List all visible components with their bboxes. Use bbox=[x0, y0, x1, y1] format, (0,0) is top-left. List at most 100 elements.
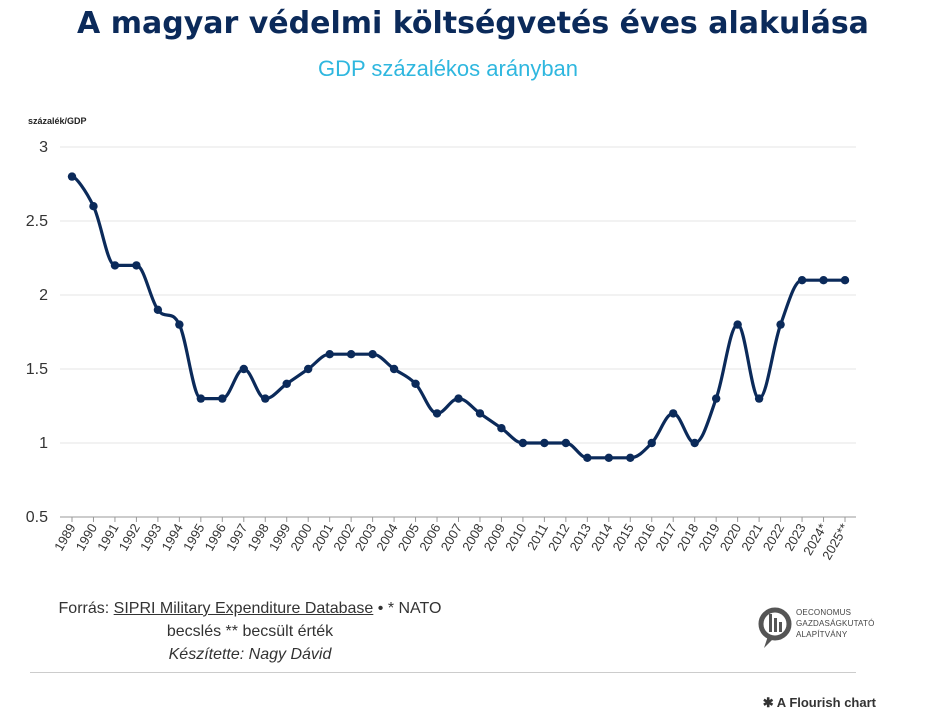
y-tick-label: 2 bbox=[39, 287, 48, 304]
data-point[interactable] bbox=[540, 438, 549, 448]
x-tick-label: 2013 bbox=[566, 521, 593, 554]
data-point[interactable] bbox=[776, 320, 785, 329]
data-point[interactable] bbox=[626, 453, 635, 462]
data-points bbox=[67, 172, 850, 462]
data-point[interactable] bbox=[411, 379, 420, 388]
x-tick-label: 1989 bbox=[51, 521, 78, 554]
y-axis-label: százalék/GDP bbox=[28, 116, 87, 126]
x-tick-label: 2006 bbox=[416, 521, 443, 554]
logo-line-3: ALAPÍTVÁNY bbox=[796, 630, 848, 639]
x-tick-label: 2000 bbox=[287, 521, 314, 554]
footnote-line: becslés ** becsült érték bbox=[166, 623, 334, 640]
data-point[interactable] bbox=[819, 276, 828, 285]
x-tick-label: 1993 bbox=[137, 521, 164, 554]
x-tick-label: 2004 bbox=[373, 521, 400, 554]
data-point[interactable] bbox=[754, 394, 764, 403]
source-link[interactable]: SIPRI Military Expenditure Database bbox=[113, 600, 374, 617]
data-point[interactable] bbox=[132, 261, 141, 270]
data-point[interactable] bbox=[647, 438, 656, 448]
x-tick-label: 1997 bbox=[223, 521, 250, 554]
x-tick-label: 2017 bbox=[652, 521, 679, 554]
logo-line-2: GAZDASÁGKUTATÓ bbox=[796, 619, 875, 628]
x-tick-label: 2008 bbox=[459, 521, 486, 554]
chart-subtitle: GDP százalékos arányban bbox=[317, 56, 579, 81]
data-point[interactable] bbox=[239, 364, 248, 374]
x-tick-label: 2003 bbox=[352, 521, 379, 554]
x-tick-label: 2021 bbox=[738, 521, 765, 554]
author-credit: Készítette: Nagy Dávid bbox=[168, 646, 332, 663]
data-point[interactable] bbox=[196, 394, 206, 403]
oeconomus-logo[interactable]: OECONOMUS GAZDASÁGKUTATÓ ALAPÍTVÁNY bbox=[758, 600, 888, 654]
data-point[interactable] bbox=[583, 453, 592, 462]
data-point[interactable] bbox=[218, 394, 227, 403]
x-tick-labels: 1989199019911992199319941995199619971998… bbox=[51, 517, 852, 562]
data-point[interactable] bbox=[368, 350, 377, 359]
x-tick-label: 1992 bbox=[116, 521, 143, 554]
data-point[interactable] bbox=[261, 394, 270, 403]
data-point[interactable] bbox=[497, 424, 506, 433]
x-tick-label: 2007 bbox=[438, 521, 465, 554]
data-point[interactable] bbox=[110, 261, 120, 270]
x-tick-label: 2001 bbox=[309, 521, 336, 554]
data-point[interactable] bbox=[346, 350, 356, 359]
x-tick-label: 1996 bbox=[201, 521, 228, 554]
y-tick-label: 3 bbox=[39, 139, 48, 156]
footer-divider bbox=[30, 672, 856, 673]
x-tick-label: 2012 bbox=[545, 521, 572, 554]
data-point[interactable] bbox=[89, 202, 98, 211]
x-tick-label: 2002 bbox=[330, 521, 357, 554]
x-tick-label: 2015 bbox=[609, 521, 636, 554]
data-point[interactable] bbox=[454, 394, 463, 403]
data-point[interactable] bbox=[153, 305, 163, 314]
x-tick-label: 2009 bbox=[481, 521, 508, 554]
data-point[interactable] bbox=[669, 409, 678, 418]
x-tick-label: 1998 bbox=[244, 521, 271, 554]
x-tick-label: 1995 bbox=[180, 521, 207, 554]
y-tick-label: 1.5 bbox=[26, 361, 48, 378]
data-point[interactable] bbox=[840, 276, 850, 285]
data-point[interactable] bbox=[604, 453, 614, 462]
x-tick-label: 2005 bbox=[395, 521, 422, 554]
source-prefix: Forrás: bbox=[58, 600, 114, 617]
x-tick-label: 2019 bbox=[695, 521, 722, 554]
x-tick-label: 2010 bbox=[502, 521, 529, 554]
data-point[interactable] bbox=[303, 364, 313, 374]
x-tick-label: 1999 bbox=[266, 521, 293, 554]
y-tick-label: 2.5 bbox=[26, 213, 48, 230]
x-tick-label: 2022 bbox=[760, 521, 787, 554]
data-point[interactable] bbox=[690, 438, 699, 448]
chart-footer: Forrás: SIPRI Military Expenditure Datab… bbox=[30, 597, 470, 666]
x-tick-label: 1994 bbox=[159, 521, 186, 554]
y-tick-labels: 0.5 1 1.5 2 2.5 3 bbox=[26, 139, 48, 526]
x-tick-label: 1990 bbox=[73, 521, 100, 554]
chart-title: A magyar védelmi költségvetés éves alaku… bbox=[77, 6, 869, 41]
x-tick-label: 2018 bbox=[674, 521, 701, 554]
data-point[interactable] bbox=[282, 379, 291, 388]
x-tick-label: 2020 bbox=[717, 521, 744, 554]
flourish-credit[interactable]: ✱ A Flourish chart bbox=[763, 695, 876, 711]
x-tick-label: 2016 bbox=[631, 521, 658, 554]
data-point[interactable] bbox=[797, 276, 807, 285]
data-point[interactable] bbox=[389, 364, 399, 374]
flourish-label: A Flourish chart bbox=[776, 695, 876, 710]
data-point[interactable] bbox=[733, 320, 742, 329]
x-tick-label: 1991 bbox=[94, 521, 121, 554]
data-point[interactable] bbox=[711, 394, 721, 403]
logo-line-1: OECONOMUS bbox=[796, 608, 852, 617]
series-line bbox=[70, 175, 847, 460]
line-chart: százalék/GDP 0.511.522.53 19891990199119… bbox=[26, 116, 856, 562]
data-point[interactable] bbox=[67, 172, 77, 181]
source-suffix: • * NATO bbox=[373, 600, 442, 617]
x-tick-label: 2014 bbox=[588, 521, 615, 554]
data-point[interactable] bbox=[518, 438, 528, 448]
data-point[interactable] bbox=[432, 409, 442, 418]
asterisk-icon: ✱ bbox=[762, 695, 777, 710]
y-tick-label: 1 bbox=[39, 435, 48, 452]
y-tick-label: 0.5 bbox=[26, 509, 48, 526]
logo-icon bbox=[758, 607, 792, 648]
gridlines bbox=[60, 146, 856, 518]
data-point[interactable] bbox=[325, 350, 334, 359]
data-point[interactable] bbox=[475, 409, 485, 418]
data-point[interactable] bbox=[175, 320, 184, 329]
data-point[interactable] bbox=[561, 438, 571, 448]
